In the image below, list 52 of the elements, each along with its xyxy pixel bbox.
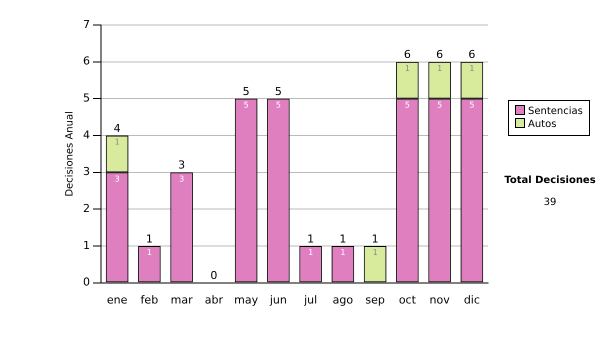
y-tick-label: 1 — [83, 238, 90, 252]
total-label: 1 — [339, 232, 346, 246]
y-axis-title: Decisiones Anual — [64, 111, 76, 197]
x-tick-label: sep — [365, 293, 385, 306]
total-label: 6 — [404, 48, 411, 62]
data-label: 3 — [114, 174, 120, 184]
x-tick-label: abr — [204, 293, 224, 306]
total-label: 1 — [372, 232, 379, 246]
x-tick-label: dic — [464, 293, 480, 306]
total-label: 3 — [178, 158, 186, 172]
x-tick-label: mar — [170, 293, 194, 306]
data-label: 5 — [404, 100, 410, 110]
y-tick-label: 0 — [83, 276, 90, 289]
data-label: 1 — [146, 248, 152, 258]
data-label: 1 — [340, 248, 346, 258]
x-tick-label: jul — [303, 293, 318, 306]
total-label: 0 — [210, 269, 218, 282]
legend-label: Sentencias — [527, 105, 583, 118]
x-tick-label: jun — [268, 293, 287, 306]
y-tick-label: 3 — [83, 165, 90, 178]
total-label: 6 — [468, 48, 476, 62]
x-tick-label: ene — [106, 293, 128, 306]
total-label: 1 — [307, 232, 314, 246]
total-label: 6 — [436, 48, 444, 62]
data-label: 1 — [114, 138, 120, 147]
data-label: 5 — [469, 100, 474, 110]
data-label: 1 — [404, 64, 410, 73]
total-label: 1 — [146, 232, 153, 246]
x-tick-label: feb — [140, 293, 158, 306]
x-tick-label: ago — [332, 293, 354, 306]
data-label: 1 — [437, 64, 442, 73]
data-label: 5 — [244, 100, 249, 110]
y-tick-label: 6 — [83, 54, 90, 68]
y-tick-label: 4 — [83, 128, 90, 142]
data-label: 1 — [469, 64, 474, 73]
legend-label: Autos — [527, 118, 558, 131]
y-tick-label: 5 — [83, 92, 90, 105]
x-tick-label: oct — [398, 293, 417, 306]
data-label: 3 — [179, 174, 184, 184]
data-label: 1 — [308, 248, 314, 258]
data-label: 5 — [276, 100, 281, 110]
x-tick-label: may — [234, 293, 259, 306]
total-label: 5 — [242, 85, 250, 98]
data-label: 1 — [372, 248, 378, 258]
text: 39 — [542, 196, 558, 210]
data-label: 5 — [437, 100, 442, 110]
total-label: 5 — [274, 85, 282, 98]
y-tick-label: 2 — [83, 202, 90, 215]
x-tick-label: nov — [430, 293, 450, 306]
total-label: 4 — [114, 122, 121, 135]
text: Total Decisiones — [503, 174, 597, 188]
y-tick-label: 7 — [83, 18, 90, 31]
